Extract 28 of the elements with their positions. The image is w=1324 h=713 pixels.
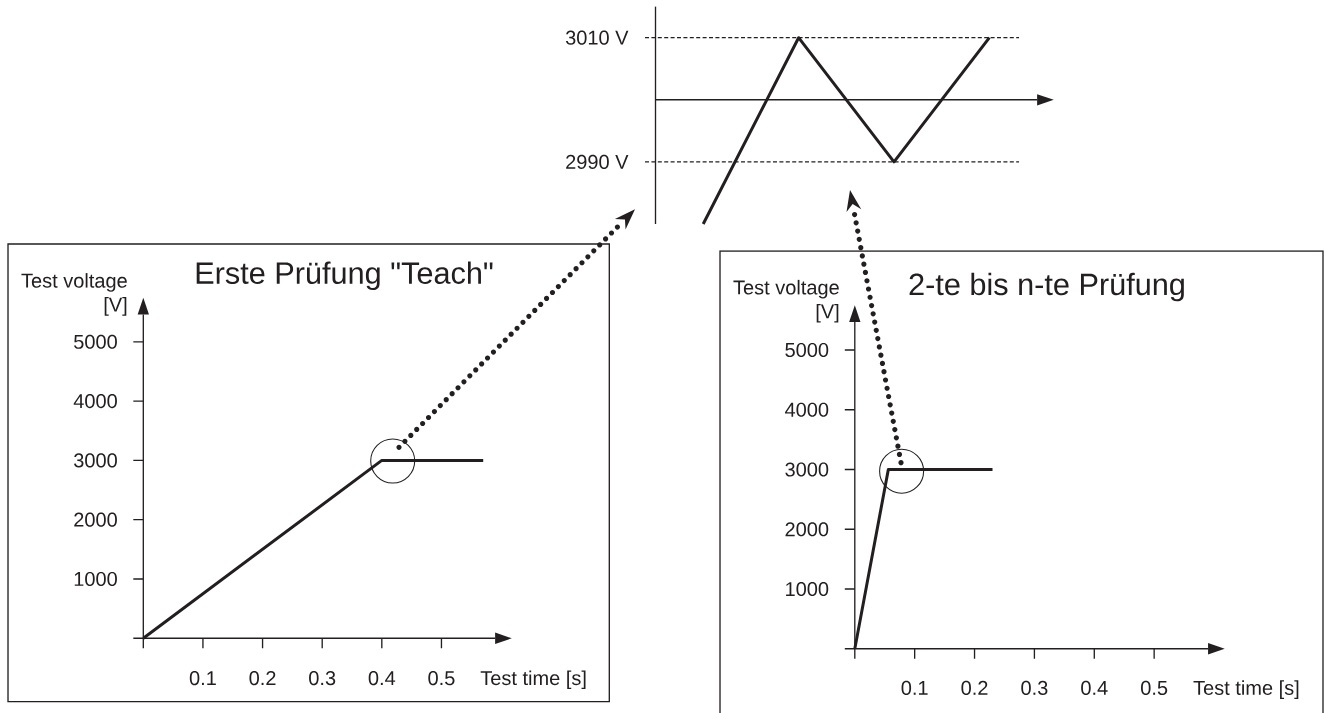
y-tick-label: 1000	[74, 571, 117, 587]
y-tick-label: 4000	[785, 402, 829, 417]
x-axis-title: Test time [s]	[1193, 680, 1299, 699]
chart-title: Erste Prüfung "Teach"	[196, 261, 493, 291]
x-tick-label: 0.5	[428, 671, 455, 686]
y-tick-label: 3010 V	[565, 30, 629, 45]
y-tick-label: 3000	[74, 453, 117, 468]
x-tick-label: 0.2	[961, 680, 988, 695]
x-tick-label: 0.4	[368, 671, 396, 686]
x-tick-label: 0.3	[309, 671, 336, 686]
x-tick-label: 0.5	[1141, 680, 1168, 695]
y-tick-label: 5000	[74, 334, 117, 349]
y-tick-label: 2000	[785, 522, 829, 537]
y-axis-title: Test voltage [V]	[21, 273, 127, 316]
y-tick-label: 2990 V	[566, 154, 629, 169]
y-axis-title: Test voltage [V]	[733, 279, 839, 323]
x-tick-label: 0.1	[189, 671, 216, 686]
y-tick-label: 1000	[786, 581, 829, 597]
chart-title: 2-te bis n-te Prüfung	[909, 272, 1184, 302]
y-tick-label: 4000	[73, 394, 117, 409]
x-tick-label: 0.2	[249, 671, 276, 686]
y-tick-label: 3000	[785, 462, 829, 477]
x-axis-title: Test time [s]	[480, 670, 586, 690]
x-tick-label: 0.1	[901, 680, 928, 695]
y-tick-label: 2000	[74, 512, 117, 527]
x-tick-label: 0.4	[1081, 680, 1108, 695]
y-tick-label: 5000	[785, 342, 829, 358]
x-tick-label: 0.3	[1021, 680, 1048, 695]
